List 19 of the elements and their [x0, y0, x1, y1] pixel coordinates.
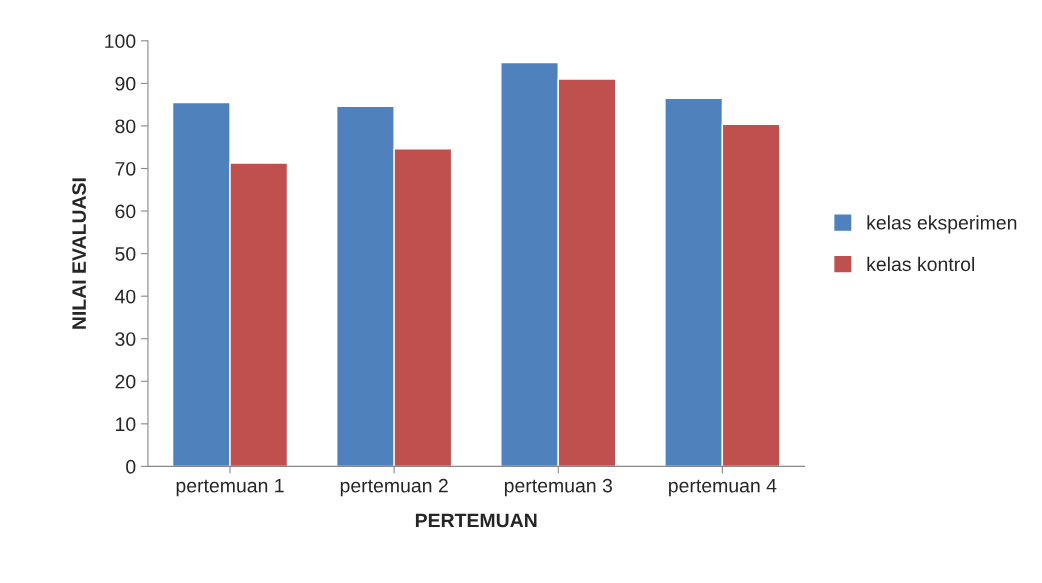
y-tick-label: 60 [115, 204, 136, 219]
x-axis-title: PERTEMUAN [415, 513, 537, 528]
y-tick-label: 0 [126, 459, 136, 474]
y-tick-label: 20 [115, 374, 136, 389]
y-tick-label: 50 [115, 247, 136, 261]
x-tick-label: pertemuan 2 [340, 478, 448, 497]
y-tick-label: 30 [115, 332, 136, 346]
y-tick-label: 80 [115, 119, 136, 134]
x-tick-label: pertemuan 4 [669, 478, 777, 497]
y-tick-label: 70 [115, 161, 136, 176]
legend-label: kelas kontrol [867, 256, 975, 272]
y-tick-label: 40 [114, 289, 136, 304]
x-tick-label: pertemuan 3 [504, 478, 612, 497]
y-tick-label: 100 [105, 34, 136, 49]
x-tick-label: pertemuan 1 [176, 478, 284, 497]
y-axis-title: NILAI EVALUASI [72, 178, 86, 329]
y-tick-label: 90 [115, 76, 136, 91]
legend-label: kelas eksperimen [867, 215, 1017, 234]
y-tick-label: 10 [116, 417, 136, 432]
